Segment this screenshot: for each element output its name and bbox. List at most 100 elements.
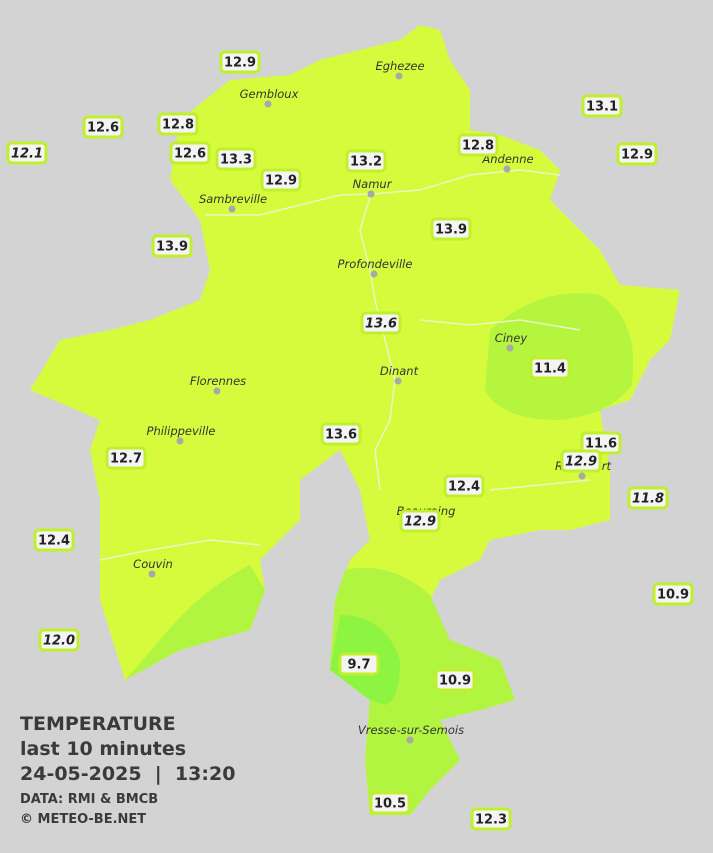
station: 12.7 bbox=[105, 446, 147, 470]
station-box bbox=[457, 133, 499, 157]
city-name: Sambreville bbox=[199, 192, 267, 206]
city-dot bbox=[506, 344, 514, 352]
station-box bbox=[652, 582, 694, 606]
city-dot bbox=[176, 437, 184, 445]
station-box bbox=[38, 628, 80, 652]
station-box bbox=[151, 234, 193, 258]
station-temp: 13.9 bbox=[156, 240, 188, 255]
station-box bbox=[369, 791, 411, 815]
city-dot bbox=[148, 570, 156, 578]
city-name: Dinant bbox=[380, 364, 419, 378]
city-dot bbox=[213, 387, 221, 395]
station-box bbox=[581, 94, 623, 118]
station-temp: 12.4 bbox=[448, 480, 480, 495]
station-temp: 13.2 bbox=[350, 155, 382, 170]
city-name: Gembloux bbox=[240, 87, 299, 101]
city-dot bbox=[228, 205, 236, 213]
station-box bbox=[169, 141, 211, 165]
station-box bbox=[399, 509, 441, 533]
station-temp: 13.9 bbox=[435, 223, 467, 238]
station-box bbox=[470, 807, 512, 831]
station-box bbox=[360, 311, 402, 335]
station: 13.3 bbox=[215, 147, 257, 171]
city-name: Couvin bbox=[133, 557, 173, 571]
station-temp: 12.9 bbox=[565, 455, 597, 470]
station-box bbox=[260, 168, 302, 192]
station-box bbox=[215, 147, 257, 171]
datetime: 24-05-2025 | 13:20 bbox=[20, 763, 235, 785]
station: 13.9 bbox=[151, 234, 193, 258]
station-temp: 12.7 bbox=[110, 452, 142, 467]
station-box bbox=[560, 449, 602, 473]
station: 11.8 bbox=[627, 486, 669, 510]
station-temp: 12.8 bbox=[462, 139, 494, 154]
station-temp: 10.5 bbox=[374, 797, 406, 812]
station-temp: 12.6 bbox=[174, 147, 206, 162]
station: 12.9 bbox=[560, 449, 602, 473]
station: 12.4 bbox=[33, 528, 75, 552]
station: 12.8 bbox=[457, 133, 499, 157]
zone-cooler bbox=[125, 565, 265, 680]
station-box bbox=[443, 474, 485, 498]
station: 12.3 bbox=[470, 807, 512, 831]
station: 12.1 bbox=[6, 141, 48, 165]
station-temp: 12.4 bbox=[38, 534, 70, 549]
station-box bbox=[338, 652, 380, 676]
station-temp: 11.6 bbox=[585, 437, 617, 452]
station-box bbox=[157, 112, 199, 136]
station-box bbox=[434, 668, 476, 692]
source: DATA: RMI & BMCB bbox=[20, 792, 158, 807]
station-box bbox=[430, 217, 472, 241]
station-temp: 12.1 bbox=[11, 147, 43, 162]
station-temp: 13.3 bbox=[220, 153, 252, 168]
station: 10.9 bbox=[652, 582, 694, 606]
city-name: Philippeville bbox=[147, 424, 216, 438]
city-dot bbox=[367, 190, 375, 198]
station: 13.2 bbox=[345, 149, 387, 173]
station: 12.9 bbox=[616, 142, 658, 166]
station-box bbox=[320, 422, 362, 446]
station-box bbox=[345, 149, 387, 173]
station: 12.4 bbox=[443, 474, 485, 498]
city-name: Ciney bbox=[495, 331, 528, 345]
station: 13.9 bbox=[430, 217, 472, 241]
station-temp: 12.0 bbox=[43, 634, 75, 649]
copyright: © METEO-BE.NET bbox=[20, 812, 146, 827]
station: 10.9 bbox=[434, 668, 476, 692]
station-temp: 11.4 bbox=[534, 362, 566, 377]
station: 13.1 bbox=[581, 94, 623, 118]
station: 13.6 bbox=[320, 422, 362, 446]
station-temp: 12.9 bbox=[224, 56, 256, 71]
station: 12.6 bbox=[169, 141, 211, 165]
station-temp: 13.6 bbox=[365, 317, 397, 332]
city-dot bbox=[370, 270, 378, 278]
station: 13.6 bbox=[360, 311, 402, 335]
station: 12.0 bbox=[38, 628, 80, 652]
station: 11.4 bbox=[529, 356, 571, 380]
station: 11.6 bbox=[580, 431, 622, 455]
station: 10.5 bbox=[369, 791, 411, 815]
station-temp: 13.6 bbox=[325, 428, 357, 443]
station-temp: 12.8 bbox=[162, 118, 194, 133]
station-temp: 11.8 bbox=[632, 492, 664, 507]
city-dot bbox=[264, 100, 272, 108]
city-dot bbox=[394, 377, 402, 385]
station: 12.9 bbox=[260, 168, 302, 192]
station-temp: 10.9 bbox=[657, 588, 689, 603]
station-temp: 12.9 bbox=[265, 174, 297, 189]
city-name: Florennes bbox=[190, 374, 246, 388]
city-dot bbox=[406, 736, 414, 744]
station-box bbox=[529, 356, 571, 380]
title: TEMPERATURE bbox=[20, 713, 176, 735]
station: 12.9 bbox=[399, 509, 441, 533]
city-dot bbox=[395, 72, 403, 80]
city-name: Vresse-sur-Semois bbox=[358, 723, 464, 737]
station-box bbox=[219, 50, 261, 74]
station-temp: 12.9 bbox=[621, 148, 653, 163]
station-box bbox=[616, 142, 658, 166]
station: 12.8 bbox=[157, 112, 199, 136]
station-box bbox=[6, 141, 48, 165]
city-dot bbox=[578, 472, 586, 480]
station: 9.7 bbox=[338, 652, 380, 676]
